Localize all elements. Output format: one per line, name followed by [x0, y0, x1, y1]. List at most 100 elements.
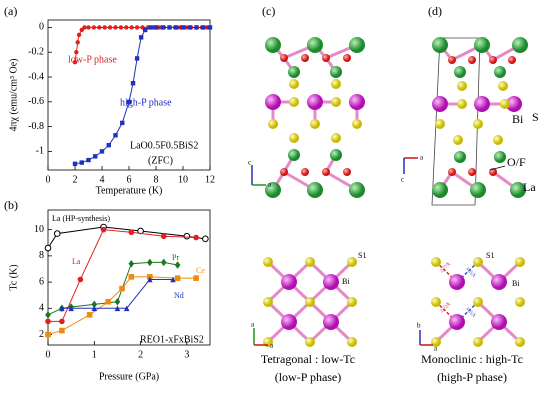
data-point — [99, 149, 105, 154]
data-point — [86, 25, 91, 30]
caption: (high-P phase) — [437, 370, 507, 384]
data-point — [120, 120, 125, 126]
data-point — [91, 25, 97, 30]
x-tick-label: 2 — [138, 349, 143, 360]
data-point — [74, 50, 79, 55]
x-tick-label: 6 — [127, 174, 132, 185]
data-point — [193, 275, 199, 281]
panel-label: (c) — [262, 4, 275, 18]
atoms — [431, 257, 525, 347]
data-point — [72, 59, 78, 65]
atom-label: Bi — [342, 277, 350, 286]
x-tick-label: 8 — [154, 174, 159, 185]
atom-label: S1 — [358, 251, 366, 260]
data-point — [170, 276, 176, 283]
data-point — [187, 25, 192, 30]
caption: (low-P phase) — [275, 370, 342, 384]
data-point — [68, 305, 74, 312]
data-point — [76, 32, 82, 38]
atom-label: O/F — [507, 155, 526, 169]
y-tick-label: -0.6 — [28, 96, 44, 107]
data-point — [201, 25, 206, 30]
y-tick-label: -0.8 — [28, 121, 44, 132]
panel-label: (a) — [4, 4, 17, 18]
data-point — [91, 300, 98, 309]
panel-label: (b) — [4, 198, 18, 212]
data-point — [180, 25, 186, 30]
data-point — [53, 230, 61, 237]
data-point — [114, 305, 121, 312]
series-label: La — [72, 257, 81, 266]
data-point — [128, 259, 135, 268]
data-point — [75, 40, 80, 45]
axis-letter: b — [417, 322, 421, 330]
data-point — [193, 234, 199, 241]
axes-indicator: b a — [417, 322, 438, 353]
x-tick-label: 12 — [205, 174, 215, 185]
data-point — [160, 258, 167, 267]
data-point — [134, 25, 140, 30]
data-point — [147, 258, 153, 267]
x-tick-label: 2 — [73, 174, 78, 185]
data-point — [44, 244, 52, 252]
data-point — [138, 35, 144, 40]
y-axis-title: 4πχ (emu/cm³ Oe) — [8, 58, 19, 131]
y-tick-label: 4 — [39, 303, 44, 314]
annotation: high-P phase — [120, 97, 172, 108]
data-point — [72, 161, 78, 167]
data-point — [207, 25, 213, 30]
atom-label: La — [523, 180, 536, 194]
axis-letter: a — [268, 181, 272, 189]
data-point — [97, 25, 102, 30]
series-label: Ce — [196, 266, 205, 275]
annotation: (ZFC) — [148, 155, 173, 166]
atom-label: Bi — [512, 279, 520, 288]
annotation: LaO0.5F0.5BiS2 — [130, 140, 198, 151]
y-tick-label: -0.2 — [28, 47, 44, 58]
data-point — [183, 232, 191, 240]
y-tick-label: 8 — [39, 250, 44, 261]
axis-letter: a — [270, 342, 274, 350]
data-point — [129, 25, 134, 30]
data-point — [174, 275, 181, 281]
data-point — [143, 27, 148, 33]
data-point — [128, 229, 135, 236]
plot-frame — [47, 209, 211, 346]
x-tick-label: 3 — [184, 349, 189, 360]
atom-label: S — [532, 110, 539, 124]
annotation: REO1-xFxBiS2 — [140, 334, 204, 345]
data-point — [77, 276, 84, 283]
data-point — [134, 56, 140, 61]
axis-letter: a — [420, 154, 424, 162]
data-point — [86, 157, 91, 163]
data-point — [130, 81, 136, 86]
y-axis-title: Tc (K) — [8, 264, 19, 290]
data-point — [45, 318, 51, 325]
data-point — [126, 99, 132, 105]
atom-label: S1 — [486, 251, 494, 260]
series-line — [47, 226, 206, 249]
panel-label: (d) — [428, 4, 442, 18]
y-tick-label: 10 — [34, 224, 44, 235]
data-point — [45, 311, 51, 319]
caption: Monoclinic : high-Tc — [421, 352, 523, 366]
y-tick-label: 2 — [39, 329, 44, 340]
axis-letter: c — [248, 159, 251, 167]
data-point — [160, 25, 165, 30]
data-point — [45, 331, 51, 338]
atom-label: Bi — [512, 112, 524, 126]
data-point — [167, 25, 172, 30]
axes-indicator: c a — [248, 159, 272, 189]
data-point — [59, 327, 65, 334]
series-line — [47, 261, 178, 316]
data-point — [113, 133, 118, 138]
distance-label: 3.05Å — [464, 306, 477, 319]
atoms — [263, 257, 357, 347]
series-label: Nd — [174, 291, 184, 300]
x-axis-title: Pressure (GPa) — [99, 371, 159, 382]
x-tick-label: 0 — [46, 349, 51, 360]
axis-letter: c — [401, 176, 404, 184]
data-point — [202, 235, 209, 243]
data-point — [100, 226, 107, 233]
